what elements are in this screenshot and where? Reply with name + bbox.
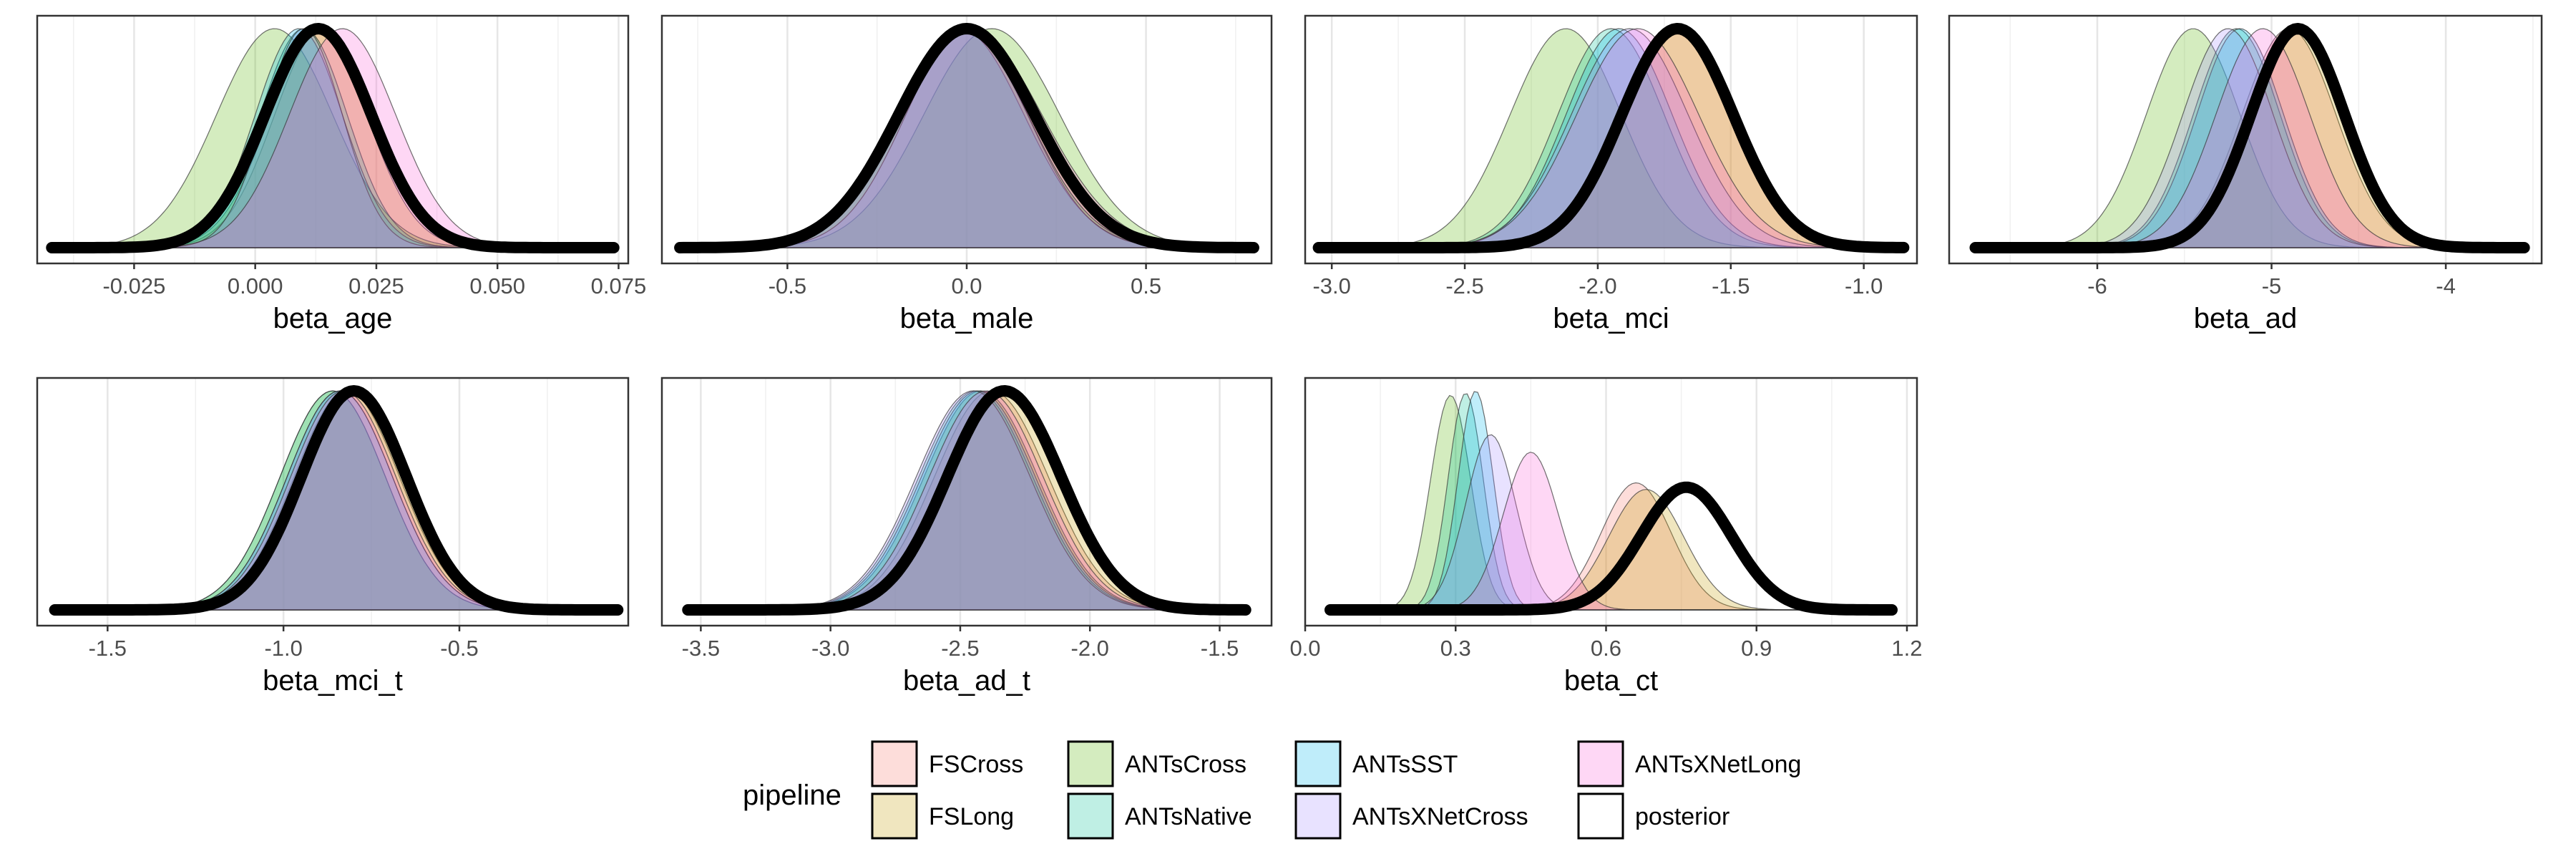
x-axis-label: beta_age [273,303,393,334]
density-posterior [49,385,624,616]
panel-background [37,16,628,263]
x-axis-label: beta_male [900,303,1034,334]
legend-item-FSLong: FSLong [871,792,1014,840]
legend-key-swatch [1067,740,1114,787]
legend-key-bg [1295,793,1341,839]
x-tick-label: 0.9 [1741,636,1772,661]
panel-background [662,378,1272,626]
x-tick-label: -0.5 [769,273,806,299]
facet-panel-beta_age: -0.025 0.000 0.025 0.050 0.075 beta_age [36,14,647,334]
legend-item-ANTsNative: ANTsNative [1067,792,1252,840]
x-axis-label: beta_ad [2194,303,2298,334]
panel-border [1304,14,1918,265]
x-tick-label: -2.5 [1445,273,1483,299]
legend-item-ANTsCross: ANTsCross [1067,740,1246,787]
panel-background [37,378,628,626]
legend-item-FSCross: FSCross [871,740,1023,787]
legend-item-posterior: posterior [1577,792,1729,840]
legend-key-swatch [1067,792,1114,840]
x-tick-label: 0.000 [228,273,283,299]
density-posterior [674,23,1259,253]
x-tick-label: -3.0 [811,636,849,661]
legend-label: posterior [1635,803,1729,830]
density-posterior [46,23,620,253]
legend-label: ANTsXNetCross [1352,803,1528,830]
x-tick-label: 0.3 [1440,636,1471,661]
legend-key-swatch [1294,792,1342,840]
facet-panel-beta_ct: 0.0 0.3 0.6 0.9 1.2 beta_ct [1289,377,1923,697]
x-tick-label: 0.050 [469,273,525,299]
x-tick-label: -0.5 [440,636,478,661]
x-tick-label: -1.0 [1845,273,1883,299]
legend-item-ANTsXNetCross: ANTsXNetCross [1294,792,1528,840]
x-tick-label: -0.025 [102,273,165,299]
x-axis-label: beta_ct [1564,665,1658,697]
x-axis-label: beta_mci_t [263,665,403,697]
panel-border [660,377,1273,627]
legend-title: pipeline [743,780,841,811]
facet-panel-beta_mci: -3.0 -2.5 -2.0 -1.5 -1.0 beta_mci [1304,14,1918,334]
legend-key-swatch [871,792,918,840]
x-tick-label: -2.0 [1071,636,1109,661]
legend-label: ANTsXNetLong [1635,751,1801,778]
legend-key-bg [1068,741,1113,787]
legend-label: FSLong [929,803,1014,830]
legend-key-swatch [871,740,918,787]
x-tick-label: -1.5 [89,636,127,661]
x-tick-label: 0.6 [1591,636,1621,661]
x-axis-label: beta_mci [1553,303,1669,334]
x-tick-label: 0.5 [1131,273,1161,299]
legend-item-ANTsXNetLong: ANTsXNetLong [1577,740,1801,787]
facet-panel-beta_ad: -6 -5 -4 beta_ad [1948,14,2543,334]
legend-key-swatch [1577,792,1624,840]
density-posterior [1969,23,2530,253]
legend-label: ANTsSST [1352,751,1458,778]
x-tick-label: -1.0 [264,636,302,661]
x-tick-label: -2.0 [1579,273,1616,299]
facet-panel-beta_ad_t: -3.5 -3.0 -2.5 -2.0 -1.5 beta_ad_t [660,377,1273,697]
x-axis-label: beta_ad_t [903,665,1030,697]
x-tick-label: 0.075 [591,273,647,299]
legend-label: FSCross [929,751,1023,778]
density-posterior [1312,23,1910,253]
legend-key-bg [872,793,917,839]
x-tick-label: 1.2 [1891,636,1922,661]
facet-panel-beta_mci_t: -1.5 -1.0 -0.5 beta_mci_t [36,377,630,697]
legend-key-swatch [1294,740,1342,787]
facet-panel-beta_male: -0.5 0.0 0.5 beta_male [660,14,1273,334]
x-tick-label: -6 [2087,273,2107,299]
legend-key-bg [1295,741,1341,787]
x-tick-label: 0.025 [348,273,404,299]
legend-key-bg [1068,793,1113,839]
x-tick-label: 0.0 [1289,636,1320,661]
legend: pipeline FSCross FSLong ANTsCross ANTsNative… [743,740,1801,840]
x-tick-label: -5 [2262,273,2282,299]
legend-label: ANTsNative [1125,803,1252,830]
density-posterior [682,385,1252,616]
panel-border [1304,377,1918,627]
x-tick-label: -2.5 [941,636,979,661]
legend-key-swatch [1577,740,1624,787]
x-tick-label: -1.5 [1201,636,1239,661]
panel-border [36,14,630,265]
legend-label: ANTsCross [1125,751,1246,778]
x-tick-label: -1.5 [1712,273,1750,299]
density-posterior [1324,481,1898,616]
x-tick-label: -3.0 [1312,273,1350,299]
legend-item-ANTsSST: ANTsSST [1294,740,1458,787]
x-tick-label: -3.5 [682,636,720,661]
panel-border [36,377,630,627]
legend-key-bg [872,741,917,787]
x-tick-label: -4 [2436,273,2456,299]
panel-border [1948,14,2543,265]
legend-key-bg [1578,741,1624,787]
x-tick-label: 0.0 [951,273,982,299]
